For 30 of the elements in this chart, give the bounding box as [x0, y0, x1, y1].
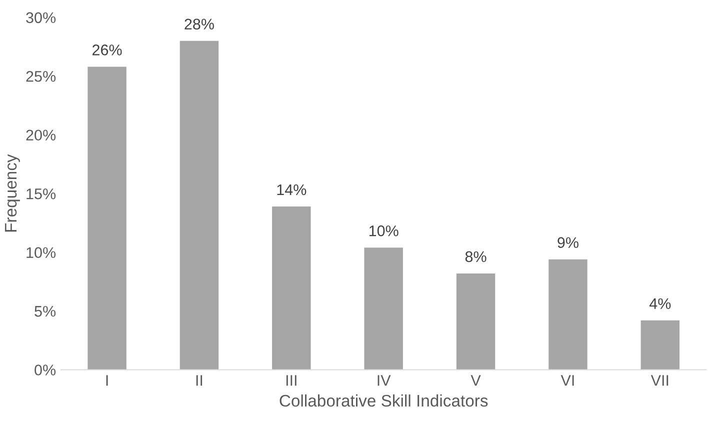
y-tick-label: 30%: [26, 12, 56, 24]
data-label: 26%: [92, 44, 122, 56]
y-tick-label: 0%: [34, 364, 56, 376]
data-label: 4%: [649, 298, 671, 310]
x-tick-label: VI: [560, 375, 574, 386]
x-tick-label: II: [196, 375, 202, 386]
y-tick-label: 20%: [26, 130, 56, 141]
bar: [640, 320, 680, 370]
bar: [180, 40, 219, 370]
bar: [456, 273, 496, 370]
bar: [548, 259, 588, 370]
data-label: 8%: [465, 251, 486, 262]
x-axis-title: Collaborative Skill Indicators: [280, 394, 488, 407]
y-tick-label: 5%: [34, 306, 56, 317]
x-tick-label: I: [106, 375, 108, 386]
x-tick-label: III: [286, 375, 296, 386]
bar: [364, 248, 403, 370]
bar: [88, 66, 126, 370]
bar: [272, 206, 311, 370]
data-label: 14%: [277, 184, 306, 196]
y-tick-label: 10%: [26, 247, 56, 258]
x-tick-label: IV: [378, 375, 391, 386]
data-label: 10%: [369, 225, 398, 236]
y-tick-label: 25%: [26, 70, 56, 82]
x-tick-label: V: [470, 375, 481, 386]
data-label: 9%: [558, 237, 578, 248]
y-tick-label: 15%: [26, 188, 56, 200]
data-label: 28%: [184, 18, 214, 30]
x-tick-label: VII: [650, 375, 668, 386]
y-axis-title: Frequency: [5, 154, 20, 232]
